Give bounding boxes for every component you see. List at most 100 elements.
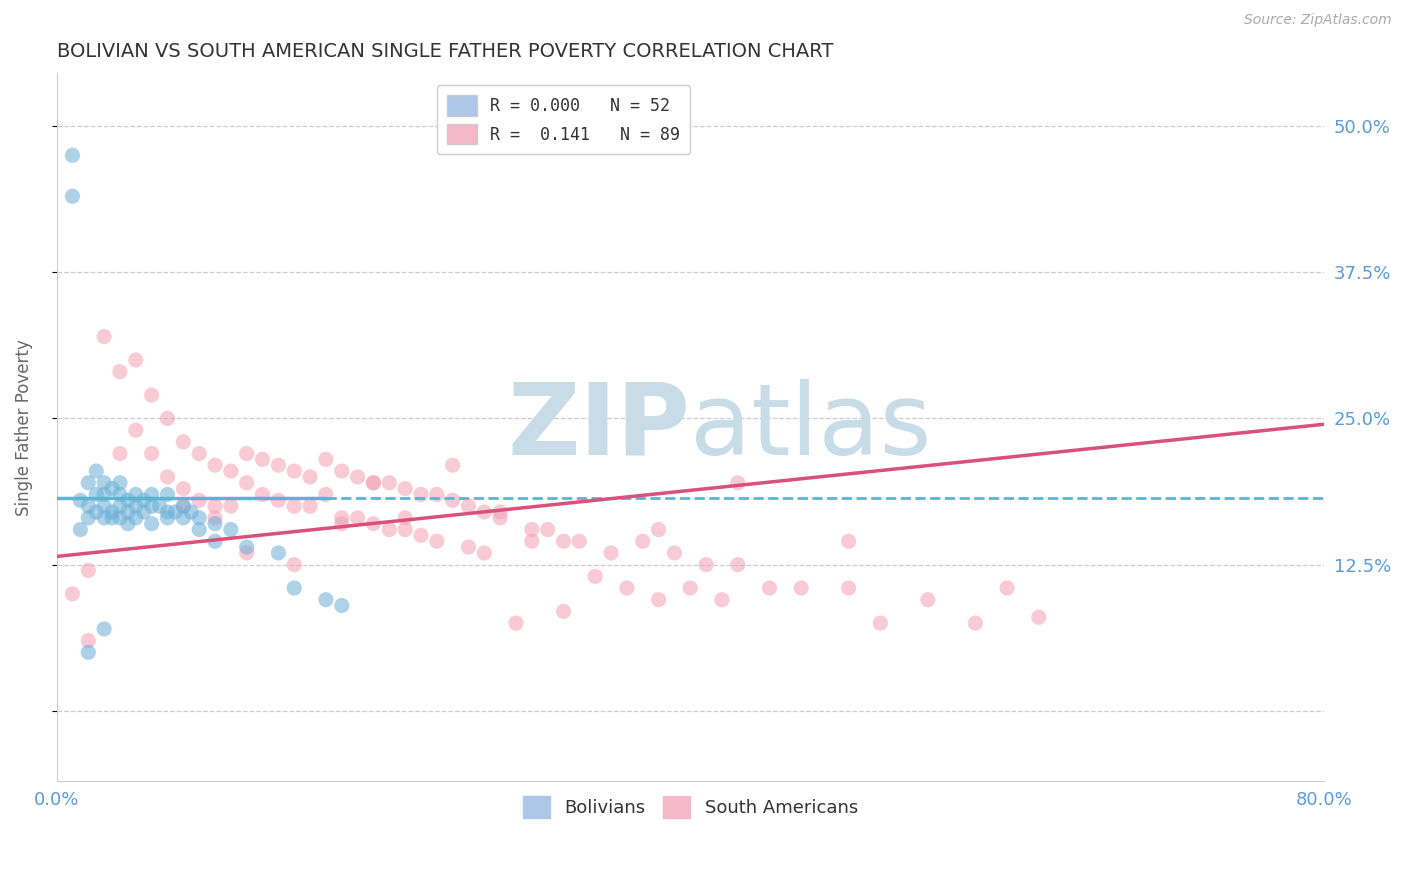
Point xyxy=(69,493,91,508)
Point xyxy=(283,558,305,572)
Point xyxy=(117,493,139,508)
Point xyxy=(125,423,148,437)
Point xyxy=(108,475,131,490)
Point xyxy=(394,511,416,525)
Point xyxy=(537,523,560,537)
Point xyxy=(409,528,432,542)
Point xyxy=(125,487,148,501)
Point xyxy=(62,189,84,203)
Point xyxy=(267,493,290,508)
Point xyxy=(172,511,194,525)
Point xyxy=(219,499,242,513)
Point xyxy=(520,534,543,549)
Point xyxy=(188,446,211,460)
Point xyxy=(363,475,385,490)
Point xyxy=(141,487,163,501)
Point xyxy=(838,534,860,549)
Point xyxy=(869,616,891,631)
Point xyxy=(441,458,464,473)
Point xyxy=(101,505,124,519)
Point xyxy=(125,499,148,513)
Point xyxy=(235,540,257,554)
Point xyxy=(631,534,654,549)
Point xyxy=(62,587,84,601)
Point xyxy=(180,505,202,519)
Point xyxy=(758,581,780,595)
Text: Source: ZipAtlas.com: Source: ZipAtlas.com xyxy=(1244,13,1392,28)
Point xyxy=(330,511,353,525)
Text: ZIP: ZIP xyxy=(508,379,690,475)
Point xyxy=(838,581,860,595)
Point xyxy=(156,505,179,519)
Point xyxy=(695,558,717,572)
Point xyxy=(1028,610,1050,624)
Point xyxy=(267,458,290,473)
Point xyxy=(172,499,194,513)
Point xyxy=(204,511,226,525)
Point xyxy=(156,411,179,425)
Point xyxy=(108,487,131,501)
Point xyxy=(141,446,163,460)
Point xyxy=(520,523,543,537)
Point xyxy=(457,540,479,554)
Point xyxy=(93,511,115,525)
Point xyxy=(77,475,100,490)
Point xyxy=(727,558,749,572)
Point xyxy=(156,511,179,525)
Point xyxy=(346,511,368,525)
Point xyxy=(283,499,305,513)
Point xyxy=(583,569,606,583)
Point xyxy=(489,511,512,525)
Point xyxy=(315,452,337,467)
Point xyxy=(84,487,107,501)
Point xyxy=(156,487,179,501)
Point xyxy=(235,446,257,460)
Text: BOLIVIAN VS SOUTH AMERICAN SINGLE FATHER POVERTY CORRELATION CHART: BOLIVIAN VS SOUTH AMERICAN SINGLE FATHER… xyxy=(56,42,832,61)
Point xyxy=(283,581,305,595)
Point xyxy=(188,511,211,525)
Point xyxy=(664,546,686,560)
Point xyxy=(330,599,353,613)
Point xyxy=(156,470,179,484)
Point xyxy=(219,464,242,478)
Point xyxy=(132,493,155,508)
Point xyxy=(710,592,733,607)
Point xyxy=(101,511,124,525)
Point xyxy=(363,516,385,531)
Point xyxy=(283,464,305,478)
Point xyxy=(426,534,449,549)
Point xyxy=(108,511,131,525)
Point xyxy=(378,475,401,490)
Point xyxy=(457,499,479,513)
Point xyxy=(616,581,638,595)
Point xyxy=(330,464,353,478)
Point xyxy=(84,505,107,519)
Point xyxy=(346,470,368,484)
Legend: Bolivians, South Americans: Bolivians, South Americans xyxy=(515,789,865,825)
Point xyxy=(77,511,100,525)
Point xyxy=(679,581,702,595)
Point xyxy=(165,505,187,519)
Point xyxy=(409,487,432,501)
Point xyxy=(93,622,115,636)
Point xyxy=(600,546,623,560)
Point xyxy=(472,505,495,519)
Point xyxy=(790,581,813,595)
Point xyxy=(172,482,194,496)
Point xyxy=(108,446,131,460)
Point xyxy=(117,516,139,531)
Point xyxy=(108,365,131,379)
Point xyxy=(84,464,107,478)
Point xyxy=(647,592,669,607)
Point xyxy=(315,592,337,607)
Point xyxy=(77,633,100,648)
Point xyxy=(299,499,322,513)
Point xyxy=(204,516,226,531)
Point xyxy=(252,452,274,467)
Point xyxy=(299,470,322,484)
Point xyxy=(125,353,148,368)
Point xyxy=(917,592,939,607)
Point xyxy=(235,546,257,560)
Point xyxy=(132,505,155,519)
Point xyxy=(172,434,194,449)
